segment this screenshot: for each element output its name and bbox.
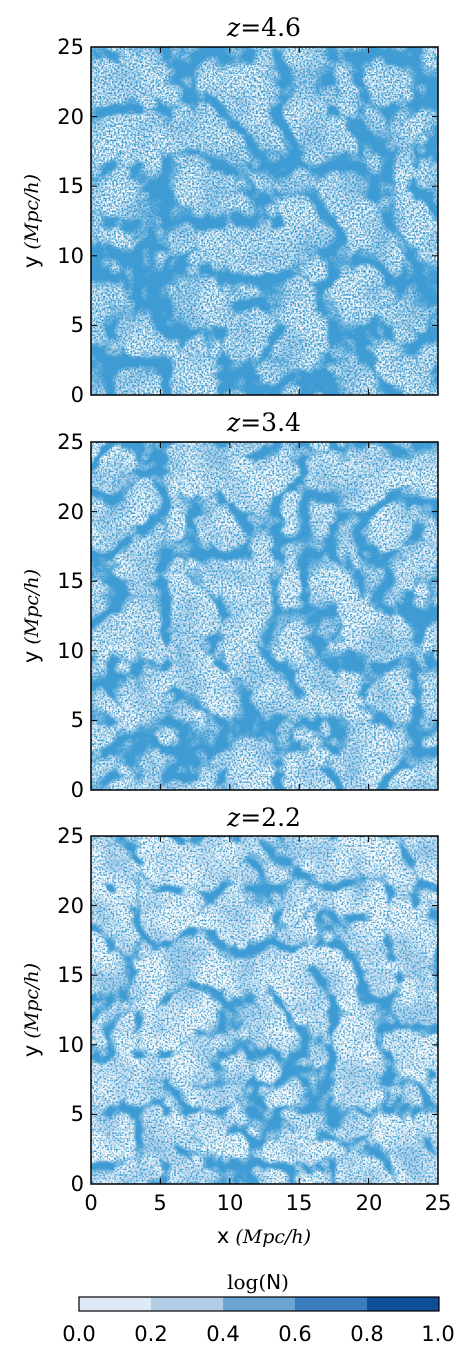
panel-1-title-value: 4.6 <box>261 13 301 42</box>
panel-1: z=4.6 0 5 10 15 20 25 y (Mpc/h) <box>19 13 439 407</box>
panel-3-title: z=2.2 <box>226 803 301 832</box>
panel-1-tick-marks <box>90 46 439 396</box>
colorbar-tick-2: 0.4 <box>206 1322 239 1346</box>
panel-1-y-ticks: 0 5 10 15 20 25 <box>57 35 84 407</box>
svg-text:y(Mpc/h): y (Mpc/h) <box>19 174 43 268</box>
panel-1-ylabel: y (Mpc/h) <box>19 174 43 268</box>
panel-3-y-ticks: 0 5 10 15 20 25 <box>57 824 84 1196</box>
panel-3-ytick-0: 0 <box>71 1172 84 1196</box>
svg-text:log(N): log(N) <box>227 1270 289 1294</box>
colorbar-segment-2 <box>223 1297 295 1311</box>
panel-3: z=2.2 0 5 10 15 20 25 0 5 10 15 20 25 <box>19 803 451 1248</box>
panel-3-xlabel-var: x <box>217 1224 229 1248</box>
panel-3-xlabel: x (Mpc/h) <box>217 1224 311 1248</box>
svg-text:z=2.2: z=2.2 <box>226 803 301 832</box>
panel-3-x-ticks: 0 5 10 15 20 25 <box>84 1191 451 1215</box>
panel-3-tick-marks <box>90 835 439 1185</box>
panel-2-ytick-0: 0 <box>71 778 84 802</box>
panel-3-ytick-3: 15 <box>57 963 84 987</box>
panel-1-ylabel-var: y <box>19 256 43 268</box>
panel-2-ytick-2: 10 <box>57 639 84 663</box>
panel-1-density-map <box>91 47 438 395</box>
colorbar-tick-1: 0.2 <box>134 1322 167 1346</box>
panel-2-ytick-3: 15 <box>57 569 84 593</box>
colorbar-segment-4 <box>367 1297 439 1311</box>
panel-3-ylabel: y (Mpc/h) <box>19 963 43 1057</box>
svg-text:x(Mpc/h): x (Mpc/h) <box>217 1224 311 1248</box>
colorbar-segment-1 <box>151 1297 223 1311</box>
colorbar-tick-4: 0.8 <box>350 1322 383 1346</box>
panel-1-ytick-0: 0 <box>71 383 84 407</box>
svg-text:z=3.4: z=3.4 <box>226 408 301 437</box>
panel-3-ytick-4: 20 <box>57 894 84 918</box>
panel-2-ytick-4: 20 <box>57 500 84 524</box>
panel-2-density-map <box>91 442 438 790</box>
panel-3-title-value: 2.2 <box>261 803 301 832</box>
panel-3-xtick-4: 20 <box>356 1191 383 1215</box>
panel-1-title-eq: = <box>240 13 261 42</box>
panel-3-ylabel-unit: (Mpc/h) <box>21 963 43 1039</box>
panel-2-tick-marks <box>90 441 439 791</box>
colorbar-frame <box>78 1296 440 1312</box>
colorbar-label-func: log <box>227 1270 258 1294</box>
panel-3-xlabel-unit: (Mpc/h) <box>235 1226 311 1248</box>
colorbar-segment-0 <box>79 1297 151 1311</box>
panel-3-xtick-0: 0 <box>84 1191 97 1215</box>
panel-2-title-eq: = <box>240 408 261 437</box>
panel-2-y-ticks: 0 5 10 15 20 25 <box>57 430 84 802</box>
panel-2: z=3.4 0 5 10 15 20 25 y (Mpc/h) <box>19 408 439 802</box>
svg-text:z=4.6: z=4.6 <box>226 13 301 42</box>
panel-3-xtick-1: 5 <box>153 1191 166 1215</box>
colorbar-ticks: 0.0 0.2 0.4 0.6 0.8 1.0 <box>62 1322 454 1346</box>
colorbar-tick-3: 0.6 <box>278 1322 311 1346</box>
panel-3-ytick-5: 25 <box>57 824 84 848</box>
panel-3-title-var: z <box>226 803 241 832</box>
colorbar-label-arg: N <box>266 1270 281 1294</box>
panel-2-ylabel: y (Mpc/h) <box>19 569 43 663</box>
panel-2-frame <box>90 441 439 791</box>
colorbar-tick-0: 0.0 <box>62 1322 95 1346</box>
colorbar-segment-3 <box>295 1297 367 1311</box>
panel-2-ylabel-var: y <box>19 651 43 663</box>
panel-3-xtick-3: 15 <box>286 1191 313 1215</box>
panel-1-ytick-1: 5 <box>71 313 84 337</box>
panel-3-ytick-2: 10 <box>57 1033 84 1057</box>
panel-2-ytick-5: 25 <box>57 430 84 454</box>
svg-text:y(Mpc/h): y (Mpc/h) <box>19 569 43 663</box>
panel-3-frame <box>90 835 439 1185</box>
panel-2-title-value: 3.4 <box>261 408 301 437</box>
colorbar-tick-5: 1.0 <box>421 1322 454 1346</box>
panel-3-xtick-2: 10 <box>217 1191 244 1215</box>
panel-1-ytick-3: 15 <box>57 174 84 198</box>
panel-1-frame <box>90 46 439 396</box>
panel-3-density-map <box>91 836 438 1184</box>
panel-1-ytick-4: 20 <box>57 105 84 129</box>
panel-3-ylabel-var: y <box>19 1045 43 1057</box>
panel-1-title-var: z <box>226 13 241 42</box>
panel-1-ytick-5: 25 <box>57 35 84 59</box>
panel-2-title: z=3.4 <box>226 408 301 437</box>
panel-2-ytick-1: 5 <box>71 708 84 732</box>
panel-1-title: z=4.6 <box>226 13 301 42</box>
panel-3-ytick-1: 5 <box>71 1102 84 1126</box>
colorbar-label: log(N) <box>227 1270 289 1294</box>
colorbar: log(N) 0.0 0.2 0.4 0.6 0.8 1.0 <box>62 1270 454 1346</box>
panel-2-title-var: z <box>226 408 241 437</box>
panel-3-title-eq: = <box>240 803 261 832</box>
panel-1-ytick-2: 10 <box>57 244 84 268</box>
panel-1-ylabel-unit: (Mpc/h) <box>21 174 43 250</box>
panel-3-xtick-5: 25 <box>425 1191 452 1215</box>
svg-text:y(Mpc/h): y (Mpc/h) <box>19 963 43 1057</box>
panel-2-ylabel-unit: (Mpc/h) <box>21 569 43 645</box>
